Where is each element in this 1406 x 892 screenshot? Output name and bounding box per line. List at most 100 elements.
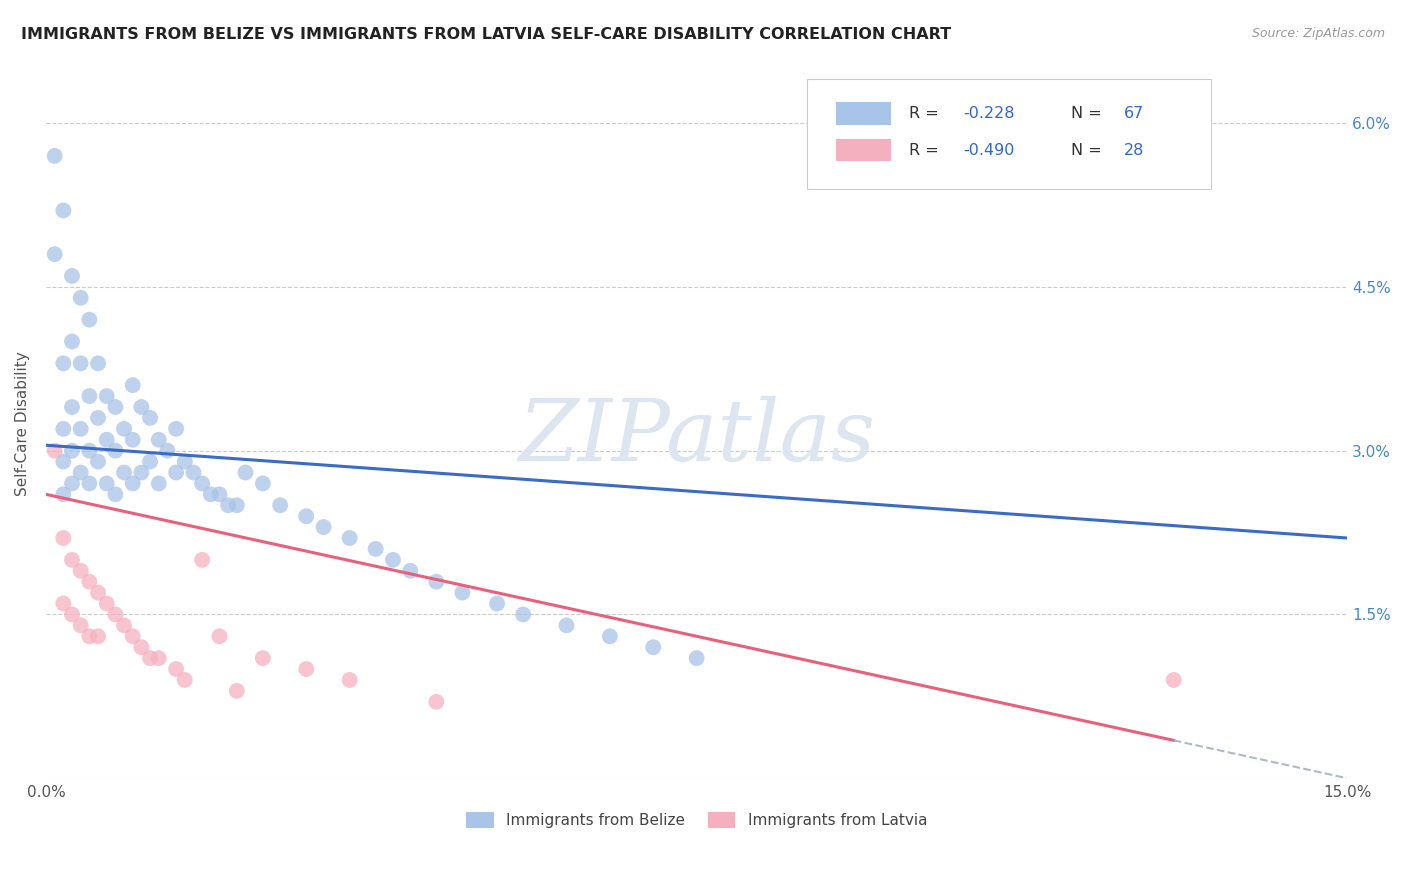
Point <box>60 607 83 622</box>
Point <box>235 466 257 480</box>
Text: N =: N = <box>1071 143 1108 158</box>
Point <box>104 400 127 414</box>
Point <box>79 312 101 326</box>
Point <box>295 662 318 676</box>
Point <box>87 411 110 425</box>
Point <box>121 476 143 491</box>
Point <box>79 629 101 643</box>
Point <box>252 651 274 665</box>
Point <box>312 520 335 534</box>
FancyBboxPatch shape <box>807 79 1211 189</box>
Point <box>208 487 231 501</box>
Point <box>60 334 83 349</box>
Point <box>295 509 318 524</box>
Point <box>131 466 153 480</box>
Point <box>69 356 91 370</box>
Point <box>165 422 187 436</box>
Point <box>165 466 187 480</box>
Text: -0.490: -0.490 <box>963 143 1015 158</box>
Point <box>139 411 162 425</box>
Point <box>643 640 665 655</box>
Point <box>60 553 83 567</box>
Point <box>121 433 143 447</box>
Point <box>208 629 231 643</box>
Point <box>96 476 118 491</box>
Point <box>52 356 75 370</box>
Point <box>44 247 66 261</box>
Point <box>191 476 214 491</box>
Point <box>69 618 91 632</box>
Point <box>173 673 195 687</box>
Text: N =: N = <box>1071 106 1108 120</box>
Point <box>252 476 274 491</box>
Point <box>60 400 83 414</box>
Point <box>87 356 110 370</box>
Point <box>69 564 91 578</box>
FancyBboxPatch shape <box>835 102 890 125</box>
Text: -0.228: -0.228 <box>963 106 1015 120</box>
Point <box>96 433 118 447</box>
Point <box>225 684 247 698</box>
Point <box>200 487 222 501</box>
Point <box>599 629 621 643</box>
Point <box>79 389 101 403</box>
Point <box>60 443 83 458</box>
Point <box>52 487 75 501</box>
Point <box>364 541 387 556</box>
Point <box>44 149 66 163</box>
Point <box>269 498 291 512</box>
Text: Source: ZipAtlas.com: Source: ZipAtlas.com <box>1251 27 1385 40</box>
Point <box>382 553 405 567</box>
Point <box>425 574 447 589</box>
Text: R =: R = <box>908 106 943 120</box>
Point <box>69 422 91 436</box>
Point <box>52 597 75 611</box>
Point <box>139 651 162 665</box>
Point <box>451 585 474 599</box>
Point <box>121 378 143 392</box>
Point <box>96 389 118 403</box>
Point <box>104 607 127 622</box>
FancyBboxPatch shape <box>835 139 890 161</box>
Point <box>685 651 707 665</box>
Legend: Immigrants from Belize, Immigrants from Latvia: Immigrants from Belize, Immigrants from … <box>460 806 934 834</box>
Point <box>104 487 127 501</box>
Point <box>183 466 205 480</box>
Point <box>191 553 214 567</box>
Point <box>96 597 118 611</box>
Text: 28: 28 <box>1123 143 1144 158</box>
Point <box>52 203 75 218</box>
Point <box>217 498 239 512</box>
Point <box>60 476 83 491</box>
Point <box>339 673 361 687</box>
Point <box>148 651 170 665</box>
Point <box>131 400 153 414</box>
Text: 67: 67 <box>1123 106 1143 120</box>
Point <box>1163 673 1185 687</box>
Point <box>79 476 101 491</box>
Point <box>52 422 75 436</box>
Point <box>156 443 179 458</box>
Point <box>339 531 361 545</box>
Y-axis label: Self-Care Disability: Self-Care Disability <box>15 351 30 496</box>
Point <box>79 443 101 458</box>
Point <box>112 618 135 632</box>
Point <box>104 443 127 458</box>
Point <box>52 531 75 545</box>
Point <box>399 564 422 578</box>
Point <box>486 597 509 611</box>
Point <box>87 629 110 643</box>
Point <box>44 443 66 458</box>
Point <box>512 607 534 622</box>
Text: IMMIGRANTS FROM BELIZE VS IMMIGRANTS FROM LATVIA SELF-CARE DISABILITY CORRELATIO: IMMIGRANTS FROM BELIZE VS IMMIGRANTS FRO… <box>21 27 952 42</box>
Point <box>131 640 153 655</box>
Point <box>225 498 247 512</box>
Point <box>87 454 110 468</box>
Point <box>173 454 195 468</box>
Point <box>425 695 447 709</box>
Point <box>112 422 135 436</box>
Point <box>139 454 162 468</box>
Point <box>87 585 110 599</box>
Point <box>148 476 170 491</box>
Text: ZIPatlas: ZIPatlas <box>517 396 875 479</box>
